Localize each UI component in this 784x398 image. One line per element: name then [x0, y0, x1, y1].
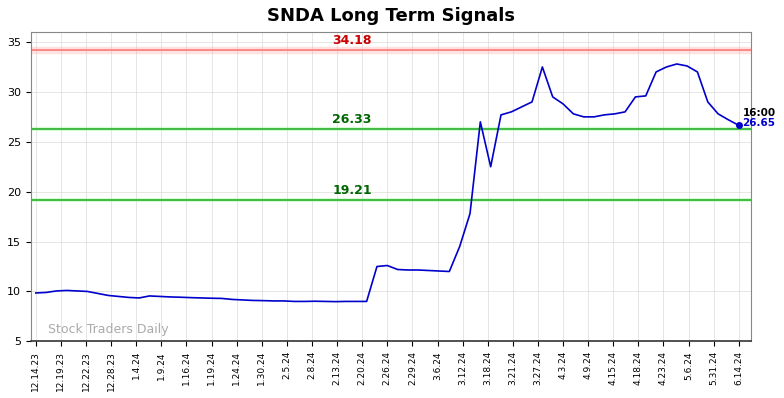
Text: 26.33: 26.33	[332, 113, 372, 125]
Text: 19.21: 19.21	[332, 183, 372, 197]
Text: 26.65: 26.65	[742, 118, 775, 128]
Bar	[31, 47, 751, 53]
Text: Stock Traders Daily: Stock Traders Daily	[49, 323, 169, 336]
Bar	[31, 198, 751, 201]
Title: SNDA Long Term Signals: SNDA Long Term Signals	[267, 7, 515, 25]
Text: 34.18: 34.18	[332, 34, 372, 47]
Bar	[31, 127, 751, 130]
Text: 16:00: 16:00	[742, 108, 775, 118]
